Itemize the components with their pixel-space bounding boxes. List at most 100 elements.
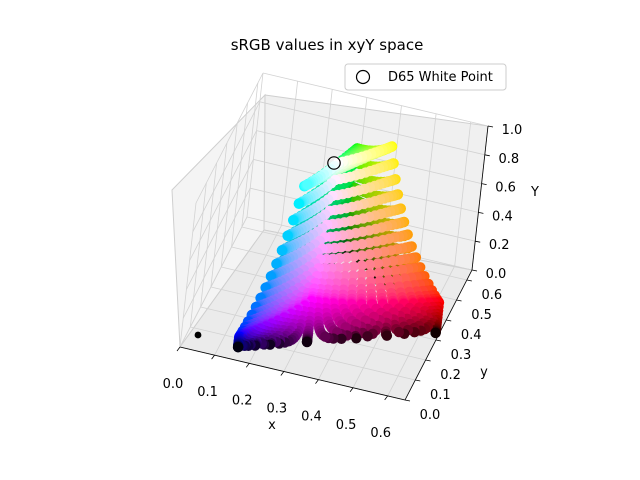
data-point: [356, 260, 367, 271]
grid-line: [195, 72, 264, 204]
data-point: [381, 330, 393, 341]
x-tick-mark: [176, 346, 181, 352]
x-tick-label: 0.6: [370, 426, 391, 441]
grid-line: [182, 188, 251, 319]
y-tick-mark: [425, 359, 431, 362]
data-point: [339, 270, 351, 282]
grid-line: [189, 130, 257, 261]
y-tick-label: 0.0: [420, 408, 441, 423]
data-point: [232, 342, 244, 353]
data-point: [301, 336, 313, 348]
z-tick-mark: [481, 183, 487, 185]
data-point: [293, 198, 304, 209]
x-tick-mark: [280, 371, 285, 376]
z-tick-mark: [475, 240, 481, 243]
grid-line: [246, 72, 264, 218]
y-tick-label: 0.2: [440, 368, 461, 383]
data-point: [364, 249, 375, 260]
z-tick-mark: [471, 269, 478, 272]
z-tick-mark: [478, 212, 484, 214]
chart-title: sRGB values in xyY space: [231, 36, 424, 54]
x-tick-mark: [315, 379, 319, 384]
y-tick-label: 0.3: [451, 348, 472, 363]
y-tick-label: 0.1: [430, 388, 451, 403]
data-point: [365, 268, 376, 279]
z-axis-label: Y: [530, 185, 539, 200]
x-tick-label: 0.1: [197, 385, 218, 400]
x-tick-label: 0.3: [267, 401, 288, 416]
scatter-points: [232, 141, 445, 353]
data-point: [265, 271, 277, 282]
grid-line: [214, 224, 282, 356]
data-point: [347, 270, 359, 281]
black-point-marker: [194, 331, 202, 339]
ticks: 0.0 0.1 0.2 0.3 0.4 0.5 0.6 0.0 0.1 0.2 0.3 0.4 0.5 0…: [163, 123, 523, 441]
y-tick-label: 0.5: [471, 308, 492, 323]
z-axis-line: [471, 125, 489, 271]
data-point: [373, 267, 384, 278]
data-point: [336, 333, 347, 344]
y-axis-label: y: [480, 365, 488, 380]
grid-line: [192, 101, 261, 232]
data-point: [372, 258, 384, 269]
data-point: [382, 266, 393, 277]
data-point: [276, 245, 288, 256]
x-tick-mark: [245, 363, 250, 368]
x-tick-label: 0.0: [163, 377, 184, 392]
data-point: [282, 230, 293, 241]
legend-frame: [344, 63, 507, 91]
z-tick-mark: [484, 154, 490, 157]
z-tick-label: 0.6: [495, 181, 516, 196]
y-tick-mark: [446, 319, 452, 322]
data-point: [351, 333, 362, 344]
z-tick-label: 0.4: [492, 209, 513, 224]
grid-line: [241, 82, 259, 228]
y-tick-mark: [456, 299, 462, 302]
data-point: [389, 265, 401, 276]
data-point: [364, 259, 375, 270]
x-axis-label: x: [268, 418, 276, 433]
x-axis-line: [179, 346, 406, 401]
legend-label: D65 White Point: [388, 70, 493, 85]
x-tick-mark: [384, 395, 389, 401]
grid-line: [186, 159, 254, 290]
z-tick-label: 0.0: [486, 267, 507, 282]
grid-line: [200, 162, 218, 308]
grid-line: [189, 182, 207, 328]
data-point: [271, 258, 282, 270]
z-tick-label: 0.8: [498, 152, 519, 167]
data-point: [380, 257, 391, 268]
x-tick-label: 0.4: [301, 410, 322, 425]
x-tick-mark: [211, 354, 215, 360]
y-tick-mark: [415, 379, 421, 382]
data-point: [340, 262, 351, 273]
x-tick-mark: [349, 387, 354, 393]
y-tick-mark: [466, 279, 472, 282]
grid-line: [190, 326, 416, 381]
data-point: [348, 261, 359, 272]
grid-line: [259, 101, 485, 156]
x-tick-label: 0.2: [232, 393, 253, 408]
data-point: [356, 250, 367, 261]
grid-line: [179, 216, 248, 348]
z-tick-mark: [487, 125, 494, 128]
data-point: [430, 327, 441, 339]
x-tick-label: 0.5: [336, 418, 357, 433]
grid-line: [419, 113, 437, 258]
z-tick-label: 1.0: [502, 123, 523, 138]
grid-line: [220, 122, 238, 268]
legend: D65 White Point: [344, 63, 507, 91]
data-point: [362, 331, 373, 342]
data-point: [320, 331, 331, 342]
grid-line: [210, 142, 228, 288]
y-tick-label: 0.6: [482, 288, 503, 303]
z-tick-label: 0.2: [489, 238, 510, 253]
grid-line: [454, 121, 472, 266]
grid-line: [281, 81, 299, 226]
grid-line: [179, 202, 197, 348]
y-tick-mark: [404, 399, 411, 402]
white-point-marker: [327, 156, 341, 170]
data-point: [288, 215, 299, 226]
grid-line: [262, 72, 489, 127]
